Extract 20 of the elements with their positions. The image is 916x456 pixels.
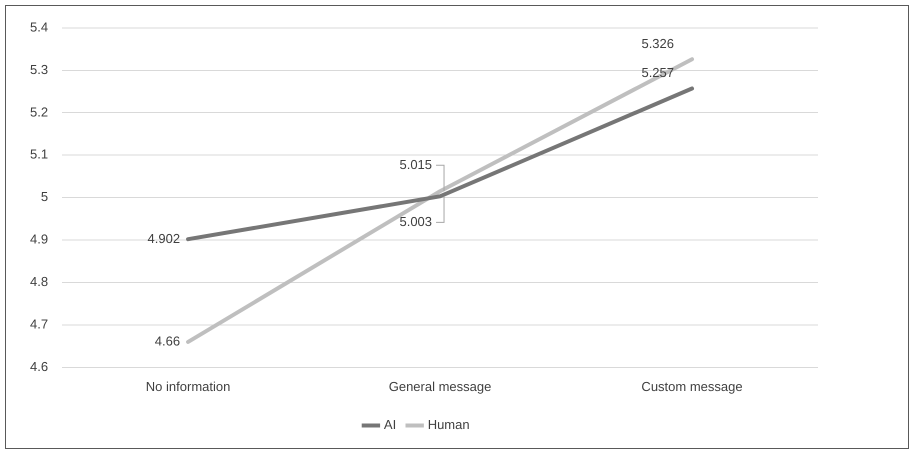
y-tick-label: 4.8 (30, 274, 48, 290)
data-label: 5.003 (399, 214, 432, 229)
y-tick-label: 4.9 (30, 232, 48, 247)
data-label: 4.902 (148, 230, 180, 246)
y-tick-label: 4.6 (30, 358, 48, 374)
y-tick-label: 5 (40, 189, 48, 204)
x-tick-label: General message (388, 378, 492, 394)
legend-label: Human (428, 417, 470, 432)
y-tick-label: 4.7 (30, 316, 48, 332)
data-label: 4.66 (154, 334, 180, 349)
data-label: 5.326 (641, 36, 674, 51)
y-tick-label: 5.3 (30, 62, 48, 77)
data-label: 5.257 (641, 65, 674, 80)
x-tick-label: No information (146, 378, 230, 394)
legend-label: AI (384, 417, 396, 432)
data-label: 5.015 (399, 156, 432, 172)
y-tick-label: 5.4 (30, 19, 48, 34)
y-tick-label: 5.2 (30, 104, 48, 120)
x-tick-label: Custom message (641, 378, 743, 394)
y-tick-label: 5.1 (30, 146, 48, 162)
